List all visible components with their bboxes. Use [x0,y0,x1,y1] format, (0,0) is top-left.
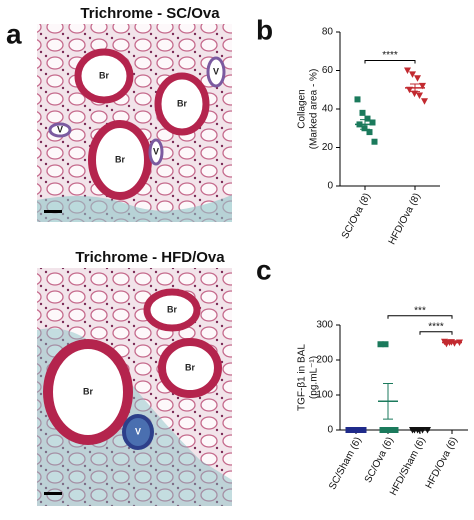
region-label: V [153,146,159,156]
x-tick-label: HFD/Ova (8) [387,191,423,246]
panel-letter: a [6,18,22,49]
error-bar [410,83,420,93]
region-label: Br [167,304,177,314]
x-tick-label: HFD/Ova (6) [424,435,460,490]
data-point [414,75,421,82]
data-point [421,98,428,105]
data-point [392,427,399,433]
y-axis-label: (Marked area - %) [309,69,320,150]
region-label: Br [177,98,187,108]
data-point [369,119,376,126]
data-point [354,96,361,103]
data-point [382,341,389,348]
x-tick-label: SC/Ova (8) [340,191,373,240]
y-axis-label: (pg.mL⁻¹) [309,356,320,399]
y-axis-label: Collagen [297,89,308,128]
significance-label: *** [414,305,426,316]
panel-letter: c [256,254,272,285]
x-tick-label: HFD/Sham (6) [388,435,428,497]
region-label: Br [115,154,125,164]
region-label: V [135,426,141,436]
error-bar [383,382,393,420]
y-tick-label: 0 [327,181,333,192]
y-tick-label: 100 [316,390,333,401]
y-tick-label: 300 [316,320,333,331]
significance-label: **** [382,50,398,61]
data-point [419,82,426,90]
region-label: V [213,66,219,76]
significance-bracket [419,331,453,335]
y-tick-label: 60 [322,65,334,76]
significance-label: **** [428,321,444,332]
data-point [371,138,378,145]
data-point [404,67,411,74]
data-point [379,427,386,433]
data-point [416,92,423,100]
y-tick-label: 200 [316,355,333,366]
data-point [409,71,416,78]
data-point [411,90,418,98]
x-tick-label: SC/Ova (6) [363,435,396,484]
data-point [377,341,384,348]
significance-bracket [364,60,416,64]
image-title: Trichrome - HFD/Ova [75,249,225,266]
error-bar [447,341,457,344]
data-point [366,129,373,136]
region-label: V [57,124,63,134]
error-bar [360,119,370,130]
y-tick-label: 80 [322,27,334,38]
data-point [384,427,391,433]
significance-bracket [387,315,453,319]
region-label: Br [185,362,195,372]
panel-letter: b [256,14,273,45]
data-point [364,115,371,122]
histology-image [37,24,232,222]
y-axis-label: TGF-β1 in BAL [297,344,308,411]
y-tick-label: 20 [322,142,334,153]
x-tick-label: SC/Sham (6) [327,435,364,491]
region-label: Br [83,386,93,396]
y-tick-label: 0 [327,425,333,436]
histology-image [37,268,232,506]
region-label: Br [99,70,109,80]
data-point [359,109,366,116]
y-tick-label: 40 [322,104,334,115]
image-title: Trichrome - SC/Ova [80,5,220,22]
